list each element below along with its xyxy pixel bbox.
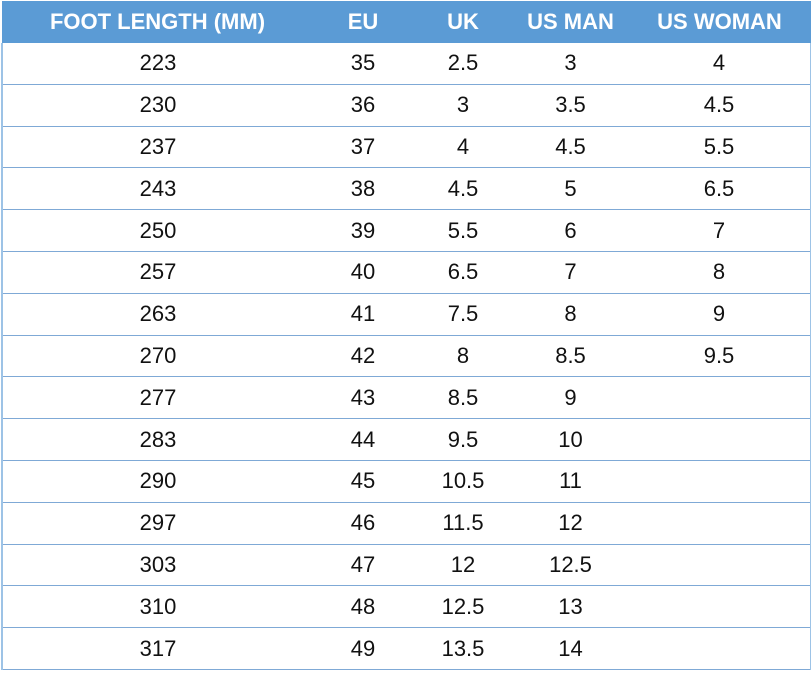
cell-foot-length: 237 bbox=[1, 126, 313, 169]
cell-us-man: 3.5 bbox=[513, 84, 628, 127]
cell-foot-length: 270 bbox=[1, 335, 313, 378]
cell-us-woman bbox=[628, 585, 811, 629]
cell-uk: 5.5 bbox=[413, 209, 513, 252]
table-row: 263 41 7.5 8 9 bbox=[1, 293, 811, 336]
table-row: 290 45 10.5 11 bbox=[1, 460, 811, 503]
cell-eu: 49 bbox=[313, 627, 413, 670]
cell-uk: 11.5 bbox=[413, 502, 513, 545]
cell-us-woman bbox=[628, 418, 811, 461]
cell-foot-length: 303 bbox=[1, 544, 313, 587]
cell-foot-length: 257 bbox=[1, 251, 313, 294]
cell-eu: 36 bbox=[313, 84, 413, 127]
cell-us-man: 14 bbox=[513, 627, 628, 670]
cell-eu: 39 bbox=[313, 209, 413, 252]
table-row: 223 35 2.5 3 4 bbox=[1, 43, 811, 85]
cell-us-man: 12 bbox=[513, 502, 628, 545]
cell-foot-length: 243 bbox=[1, 167, 313, 211]
cell-us-woman bbox=[628, 502, 811, 545]
table-row: 257 40 6.5 7 8 bbox=[1, 251, 811, 294]
shoe-size-table: FOOT LENGTH (MM) EU UK US MAN US WOMAN 223 35… bbox=[1, 1, 811, 670]
cell-us-man: 8.5 bbox=[513, 335, 628, 378]
cell-us-woman: 9.5 bbox=[628, 335, 811, 378]
cell-eu: 40 bbox=[313, 251, 413, 294]
cell-eu: 37 bbox=[313, 126, 413, 169]
cell-us-woman bbox=[628, 544, 811, 587]
cell-us-woman bbox=[628, 460, 811, 503]
table-row: 250 39 5.5 6 7 bbox=[1, 209, 811, 252]
header-us-woman: US WOMAN bbox=[628, 1, 811, 43]
cell-us-man: 8 bbox=[513, 293, 628, 336]
table-row: 297 46 11.5 12 bbox=[1, 502, 811, 545]
cell-foot-length: 277 bbox=[1, 376, 313, 420]
cell-uk: 8.5 bbox=[413, 376, 513, 420]
cell-uk: 12 bbox=[413, 544, 513, 587]
cell-us-man: 5 bbox=[513, 167, 628, 211]
table-row: 230 36 3 3.5 4.5 bbox=[1, 84, 811, 127]
cell-foot-length: 250 bbox=[1, 209, 313, 252]
header-uk: UK bbox=[413, 1, 513, 43]
cell-us-man: 11 bbox=[513, 460, 628, 503]
cell-us-man: 6 bbox=[513, 209, 628, 252]
cell-us-woman: 5.5 bbox=[628, 126, 811, 169]
table-row: 270 42 8 8.5 9.5 bbox=[1, 335, 811, 378]
cell-foot-length: 283 bbox=[1, 418, 313, 461]
cell-us-man: 12.5 bbox=[513, 544, 628, 587]
cell-uk: 12.5 bbox=[413, 585, 513, 629]
cell-eu: 41 bbox=[313, 293, 413, 336]
cell-foot-length: 263 bbox=[1, 293, 313, 336]
cell-eu: 38 bbox=[313, 167, 413, 211]
cell-eu: 47 bbox=[313, 544, 413, 587]
cell-eu: 42 bbox=[313, 335, 413, 378]
cell-eu: 46 bbox=[313, 502, 413, 545]
header-foot-length: FOOT LENGTH (MM) bbox=[2, 1, 313, 43]
header-eu: EU bbox=[313, 1, 413, 43]
cell-us-man: 9 bbox=[513, 376, 628, 420]
table-row: 277 43 8.5 9 bbox=[1, 376, 811, 420]
cell-uk: 10.5 bbox=[413, 460, 513, 503]
cell-us-woman: 8 bbox=[628, 251, 811, 294]
cell-us-man: 7 bbox=[513, 251, 628, 294]
cell-us-woman bbox=[628, 376, 811, 420]
cell-foot-length: 317 bbox=[1, 627, 313, 670]
cell-us-woman: 7 bbox=[628, 209, 811, 252]
cell-us-woman: 6.5 bbox=[628, 167, 811, 211]
cell-foot-length: 230 bbox=[1, 84, 313, 127]
cell-uk: 2.5 bbox=[413, 43, 513, 85]
cell-uk: 13.5 bbox=[413, 627, 513, 670]
cell-us-man: 13 bbox=[513, 585, 628, 629]
cell-uk: 4.5 bbox=[413, 167, 513, 211]
table-row: 317 49 13.5 14 bbox=[1, 627, 811, 670]
table-row: 303 47 12 12.5 bbox=[1, 544, 811, 587]
cell-eu: 35 bbox=[313, 43, 413, 85]
cell-uk: 8 bbox=[413, 335, 513, 378]
table-row: 310 48 12.5 13 bbox=[1, 585, 811, 629]
cell-eu: 45 bbox=[313, 460, 413, 503]
cell-us-man: 10 bbox=[513, 418, 628, 461]
cell-us-woman: 9 bbox=[628, 293, 811, 336]
cell-us-man: 3 bbox=[513, 43, 628, 85]
cell-uk: 6.5 bbox=[413, 251, 513, 294]
cell-uk: 4 bbox=[413, 126, 513, 169]
cell-foot-length: 310 bbox=[1, 585, 313, 629]
cell-uk: 7.5 bbox=[413, 293, 513, 336]
cell-us-woman bbox=[628, 627, 811, 670]
header-row: FOOT LENGTH (MM) EU UK US MAN US WOMAN bbox=[2, 1, 811, 43]
table-row: 237 37 4 4.5 5.5 bbox=[1, 126, 811, 169]
cell-eu: 48 bbox=[313, 585, 413, 629]
table-row: 243 38 4.5 5 6.5 bbox=[1, 167, 811, 211]
cell-uk: 9.5 bbox=[413, 418, 513, 461]
header-us-man: US MAN bbox=[513, 1, 628, 43]
table-row: 283 44 9.5 10 bbox=[1, 418, 811, 461]
cell-foot-length: 297 bbox=[1, 502, 313, 545]
cell-us-woman: 4.5 bbox=[628, 84, 811, 127]
cell-foot-length: 223 bbox=[1, 43, 313, 85]
cell-uk: 3 bbox=[413, 84, 513, 127]
cell-eu: 43 bbox=[313, 376, 413, 420]
cell-us-man: 4.5 bbox=[513, 126, 628, 169]
cell-us-woman: 4 bbox=[628, 43, 811, 85]
cell-foot-length: 290 bbox=[1, 460, 313, 503]
cell-eu: 44 bbox=[313, 418, 413, 461]
